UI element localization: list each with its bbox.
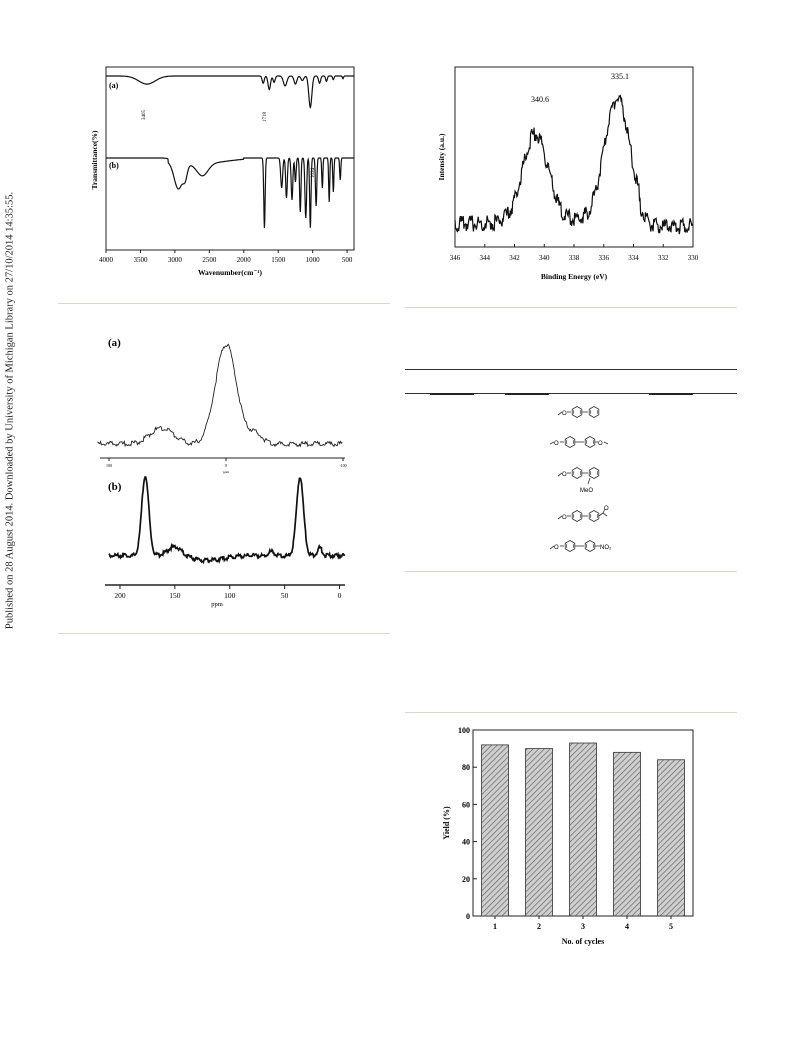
ftir-xtick-label: 3000 (168, 256, 183, 264)
nmr-a-series (97, 343, 343, 448)
ftir-xtick-label: 3500 (133, 256, 148, 264)
ftir-chart: 4000 3500 3000 2500 2000 1500 1000 500 (a) (b) … (90, 66, 355, 277)
nmr-b-xtick-label: 150 (169, 591, 181, 600)
bar (657, 759, 685, 917)
bar-xtick-label: 4 (625, 922, 629, 931)
table-col-rule-2 (505, 393, 549, 395)
nmr-b-xlabel: ppm (211, 601, 223, 608)
bar-xtick-label: 3 (581, 922, 585, 931)
divider-left-1 (58, 303, 390, 304)
xps-xtick-label: 342 (509, 254, 520, 262)
ftir-xtick-label: 1500 (271, 256, 286, 264)
ftir-ylabel: Transmittance(%) (90, 130, 99, 190)
table-header-rule (405, 393, 737, 394)
bar-xtick-label: 2 (537, 922, 541, 931)
nmr-a-xlabel: ppm (223, 470, 230, 474)
ftir-xtick-label: 500 (342, 256, 353, 264)
structure-3-label-meo: MeO (580, 488, 593, 494)
xps-xtick-label: 344 (480, 254, 491, 262)
bar-ytick-label: 60 (462, 800, 470, 809)
bar-ytick-label: 80 (462, 763, 470, 772)
structures-column: O O O O MeO O O (550, 406, 612, 552)
structure-dimethoxybiphenyl: O O (550, 436, 609, 448)
nmr-b-xtick-label: 50 (281, 591, 289, 600)
structure-5-label-no2: NO₂ (600, 545, 612, 551)
ftir-xtick-label: 1000 (306, 256, 321, 264)
structure-2-label-o-left: O (554, 441, 559, 447)
xps-xtick-label: 334 (628, 254, 639, 262)
bar-xtick-label: 5 (669, 922, 673, 931)
nmr-a-xtick-label: 100 (106, 463, 112, 468)
nmr-b-xtick-label: 0 (338, 591, 342, 600)
bar-ylabel: Yield (%) (442, 806, 451, 840)
nmr-chart-a: (a) 100 0 -100 ppm (97, 337, 347, 474)
nmr-b-series (108, 475, 346, 565)
structure-2-label-o-right: O (598, 441, 603, 447)
ftir-xtick-label: 2500 (202, 256, 217, 264)
xps-peak-label-340-6: 340.6 (531, 95, 549, 104)
xps-xtick-label: 330 (688, 254, 699, 262)
structure-4-label-o: O (562, 515, 567, 521)
divider-right-1 (405, 307, 737, 308)
xps-xtick-label: 336 (599, 254, 610, 262)
structure-4-label-carbonyl-o: O (604, 506, 609, 512)
nmr-chart-b: (b) 200 150 100 50 0 ppm (105, 475, 346, 608)
nmr-b-xtick-label: 200 (114, 591, 126, 600)
ftir-annotation-1718: 1718 (263, 112, 268, 123)
nmr-a-xtick-label: -100 (339, 463, 346, 468)
divider-left-2 (58, 633, 390, 634)
structure-3-label-o: O (562, 472, 567, 478)
structure-4-methoxybiphenyl: O (557, 406, 600, 418)
ftir-series-b-label: (b) (109, 161, 119, 170)
bar (525, 748, 553, 917)
bar-ytick-label: 0 (466, 912, 470, 921)
structure-acetyl-methoxybiphenyl: O O (557, 506, 609, 522)
table-top-rule (405, 369, 737, 370)
bar (613, 751, 641, 917)
ftir-annotation-3405: 3405 (142, 110, 147, 121)
ftir-xtick-label: 2000 (237, 256, 252, 264)
table-col-rule-3 (649, 393, 693, 395)
nmr-a-label: (a) (108, 337, 121, 349)
bar-ytick-label: 20 (462, 875, 470, 884)
xps-xtick-label: 346 (450, 254, 461, 262)
table-col-rule-1 (430, 393, 474, 395)
divider-right-3 (405, 712, 737, 713)
bar-ytick-label: 100 (458, 726, 470, 735)
structure-1-label-o: O (562, 411, 567, 417)
bar-ytick-label: 40 (462, 838, 470, 847)
ftir-xtick-label: 4000 (99, 256, 114, 264)
bar-xlabel: No. of cycles (562, 937, 604, 946)
xps-peak-label-335-1: 335.1 (611, 72, 629, 81)
ftir-annotation-1034: 1034 (311, 168, 316, 179)
ftir-series-a-label: (a) (109, 81, 119, 90)
structure-nitro-methoxybiphenyl: O NO₂ (550, 540, 612, 552)
structure-2-4-dimethoxybiphenyl: O MeO (557, 467, 600, 494)
xps-xlabel: Binding Energy (eV) (541, 272, 608, 281)
nmr-b-xtick-label: 100 (224, 591, 236, 600)
ftir-series-b (106, 157, 354, 229)
xps-chart: 346 344 342 340 338 336 334 332 330 340.6 335.1 … (437, 66, 699, 281)
bar (569, 742, 597, 917)
ftir-series-a (106, 75, 354, 109)
xps-xtick-label: 332 (658, 254, 669, 262)
nmr-b-label: (b) (108, 481, 122, 493)
publication-sidebar-text: Published on 28 August 2014. Downloaded … (4, 191, 16, 630)
structure-5-label-o: O (554, 545, 559, 551)
xps-ylabel: Intensity (a.u.) (437, 133, 446, 180)
bar-xtick-label: 1 (493, 922, 497, 931)
xps-series (454, 94, 693, 235)
xps-xtick-label: 338 (569, 254, 580, 262)
bar (481, 744, 509, 917)
recycling-bar-chart: 0 20 40 60 80 100 1 2 3 4 5 No. of cycles Yield (… (442, 726, 694, 946)
xps-xtick-label: 340 (539, 254, 550, 262)
ftir-xlabel: Wavenumber(cm⁻¹) (198, 268, 263, 277)
divider-right-2 (405, 571, 737, 572)
nmr-a-xtick-label: 0 (225, 463, 227, 468)
